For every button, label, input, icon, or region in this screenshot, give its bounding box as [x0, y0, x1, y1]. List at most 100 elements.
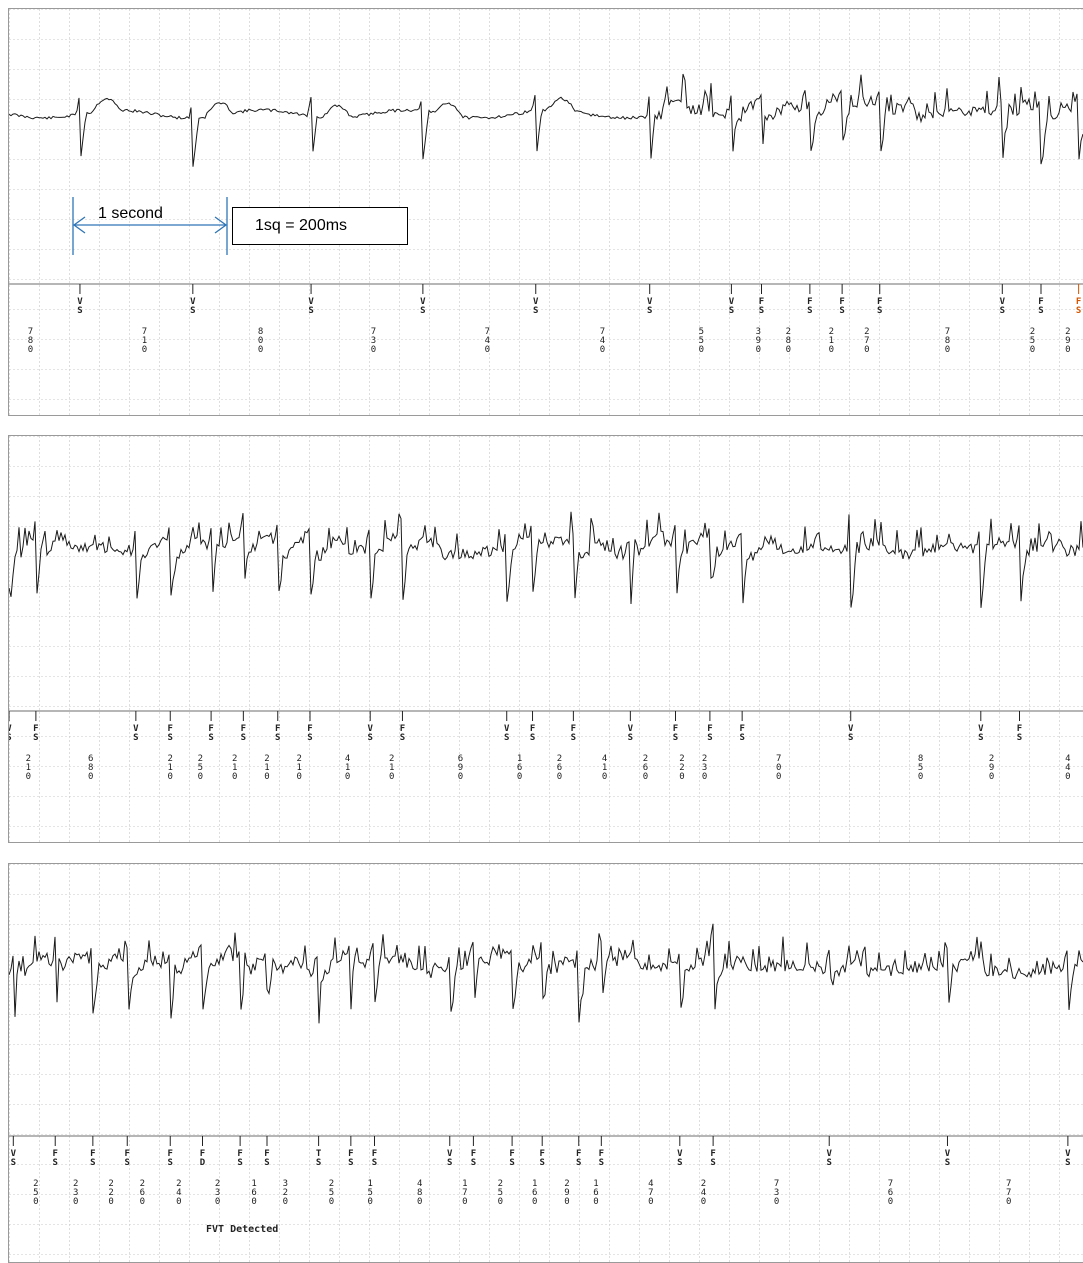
sense-marker-label: S — [729, 306, 734, 316]
sense-marker-label: S — [707, 733, 712, 743]
sense-marker-label: F — [275, 724, 280, 734]
interval-value-digit: 5 — [699, 327, 704, 337]
interval-value-digit: 6 — [458, 754, 463, 764]
interval-value-digit: 4 — [485, 336, 490, 346]
sense-marker-label: S — [125, 1158, 130, 1168]
interval-value-digit: 1 — [232, 763, 237, 773]
interval-value-digit: 1 — [462, 1179, 467, 1189]
interval-value-digit: 8 — [786, 336, 791, 346]
sense-marker-label: S — [1000, 306, 1005, 316]
interval-value-digit: 0 — [557, 772, 562, 782]
interval-value-digit: 8 — [417, 1188, 422, 1198]
sense-marker-label: S — [848, 733, 853, 743]
interval-value-digit: 3 — [283, 1179, 288, 1189]
sense-marker-label: S — [539, 1158, 544, 1168]
interval-value-digit: 1 — [142, 336, 147, 346]
interval-value-digit: 1 — [367, 1179, 372, 1189]
interval-value-digit: 0 — [251, 1197, 256, 1207]
interval-value-digit: 1 — [829, 336, 834, 346]
strip-1-grid — [9, 9, 1083, 415]
interval-value-digit: 0 — [643, 772, 648, 782]
interval-value-digit: 0 — [140, 1197, 145, 1207]
interval-value-digit: 0 — [142, 345, 147, 355]
sense-marker-label: F — [807, 297, 812, 307]
sense-marker-label: F — [710, 1149, 715, 1159]
interval-value-digit: 0 — [168, 772, 173, 782]
interval-value-digit: 0 — [176, 1197, 181, 1207]
interval-value-digit: 1 — [602, 763, 607, 773]
interval-value-digit: 5 — [198, 763, 203, 773]
interval-value-digit: 3 — [774, 1188, 779, 1198]
interval-value-digit: 1 — [264, 763, 269, 773]
interval-value-digit: 2 — [329, 1179, 334, 1189]
interval-value-digit: 2 — [283, 1188, 288, 1198]
interval-value-digit: 2 — [264, 754, 269, 764]
interval-value-digit: 7 — [648, 1188, 653, 1198]
sense-marker-label: V — [647, 297, 653, 307]
caliper-label: 1 second — [98, 205, 163, 222]
interval-value-digit: 1 — [593, 1179, 598, 1189]
sense-marker-label: S — [471, 1158, 476, 1168]
interval-value-digit: 2 — [73, 1179, 78, 1189]
interval-value-digit: 0 — [1030, 345, 1035, 355]
interval-value-digit: 0 — [602, 772, 607, 782]
sense-marker-label: F — [707, 724, 712, 734]
interval-value-digit: 7 — [1006, 1179, 1011, 1189]
interval-value-digit: 2 — [564, 1179, 569, 1189]
interval-value-digit: 7 — [142, 327, 147, 337]
interval-value-digit: 0 — [918, 772, 923, 782]
sense-marker-label: F — [53, 1149, 58, 1159]
strip-2-egm-trace — [9, 511, 1083, 608]
sense-marker-label: F — [530, 724, 535, 734]
interval-value-digit: 6 — [888, 1188, 893, 1198]
interval-value-digit: 2 — [108, 1188, 113, 1198]
sense-marker-label: F — [539, 1149, 544, 1159]
interval-value-digit: 0 — [989, 772, 994, 782]
interval-value-digit: 6 — [517, 763, 522, 773]
interval-value-digit: 2 — [702, 754, 707, 764]
interval-value-digit: 2 — [176, 1179, 181, 1189]
interval-value-digit: 2 — [786, 327, 791, 337]
sense-marker-label: S — [839, 306, 844, 316]
sense-marker-label: F — [1076, 297, 1081, 307]
sense-marker-label: V — [848, 724, 854, 734]
sense-marker-label: F — [673, 724, 678, 734]
interval-value-digit: 0 — [1065, 345, 1070, 355]
sense-marker-label: S — [307, 733, 312, 743]
strip-2-markers: VSFSVSFSFSFSFSFSVSFSVSFSFSVSFSFSFSVSVSFS — [9, 711, 1022, 743]
interval-value-digit: 6 — [88, 754, 93, 764]
sense-marker-label: S — [400, 733, 405, 743]
interval-value-digit: 0 — [198, 772, 203, 782]
interval-value-digit: 0 — [776, 772, 781, 782]
interval-value-digit: 2 — [26, 754, 31, 764]
interval-value-digit: 7 — [864, 336, 869, 346]
interval-value-digit: 8 — [28, 336, 33, 346]
interval-value-digit: 2 — [679, 763, 684, 773]
sense-marker-label: F — [90, 1149, 95, 1159]
scale-label: 1sq = 200ms — [255, 217, 348, 234]
sense-marker-label: F — [1017, 724, 1022, 734]
sense-marker-label: S — [504, 733, 509, 743]
interval-value-digit: 5 — [367, 1188, 372, 1198]
interval-value-digit: 0 — [679, 772, 684, 782]
sense-marker-label: F — [125, 1149, 130, 1159]
interval-value-digit: 7 — [774, 1179, 779, 1189]
interval-value-digit: 0 — [264, 772, 269, 782]
interval-value-digit: 2 — [297, 754, 302, 764]
interval-value-digit: 8 — [88, 763, 93, 773]
sense-marker-label: S — [945, 1158, 950, 1168]
interval-value-digit: 3 — [756, 327, 761, 337]
sense-marker-label: V — [190, 297, 196, 307]
sense-marker-label: S — [759, 306, 764, 316]
sense-marker-label: S — [673, 733, 678, 743]
strip-2-grid — [9, 436, 1083, 842]
interval-value-digit: 0 — [600, 345, 605, 355]
interval-value-digit: 0 — [329, 1197, 334, 1207]
sense-marker-label: F — [877, 297, 882, 307]
sense-marker-label: F — [576, 1149, 581, 1159]
sense-marker-label: S — [827, 1158, 832, 1168]
interval-value-digit: 0 — [367, 1197, 372, 1207]
interval-value-digit: 0 — [1006, 1197, 1011, 1207]
sense-marker-label: V — [308, 297, 314, 307]
